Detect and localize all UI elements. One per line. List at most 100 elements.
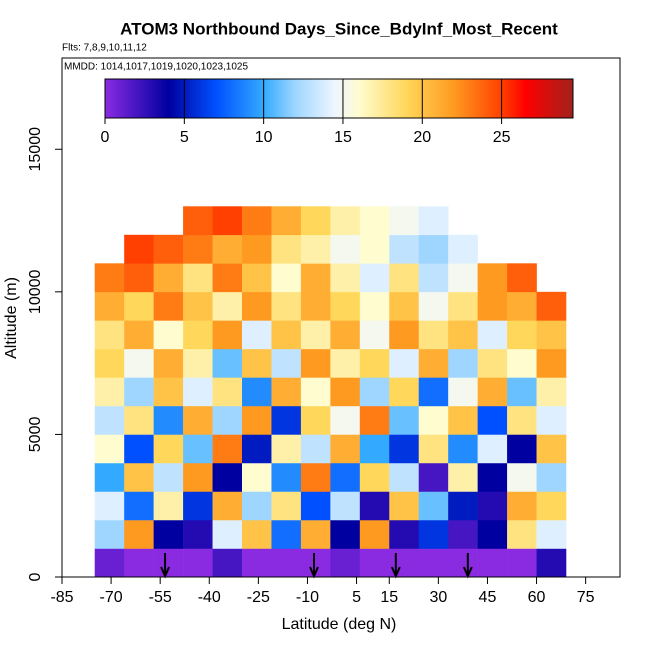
heat-cell — [448, 291, 478, 321]
x-tick-label: 5 — [352, 589, 361, 606]
heat-cell — [330, 519, 361, 549]
heat-cell — [330, 206, 361, 236]
heat-cell — [448, 234, 478, 264]
heat-cell — [183, 206, 213, 236]
heat-cell — [330, 291, 361, 321]
colorbar — [104, 78, 574, 119]
colorbar-tick-label: 20 — [413, 129, 431, 146]
y-tick-label: 5000 — [27, 417, 44, 453]
heat-cell — [94, 377, 125, 407]
x-tick-label: 60 — [528, 589, 546, 606]
heat-cell — [507, 320, 537, 350]
heat-cell — [212, 320, 243, 350]
heat-cell — [271, 491, 302, 521]
heat-cell — [300, 320, 331, 350]
heat-cell — [183, 491, 213, 521]
heat-cell — [507, 491, 537, 521]
heat-cell — [330, 462, 361, 492]
heat-cell — [418, 320, 449, 350]
heat-cell — [212, 434, 243, 464]
heat-cell — [271, 206, 302, 236]
y-axis-label: Altitude (m) — [3, 277, 20, 359]
heat-cell — [477, 519, 508, 549]
heat-cell — [536, 519, 567, 549]
heat-cell — [242, 320, 272, 350]
heat-cell — [183, 434, 213, 464]
heat-cell — [124, 320, 154, 350]
heat-cell — [418, 434, 449, 464]
heat-cell — [153, 405, 184, 435]
heat-cell — [507, 377, 537, 407]
heat-cell — [94, 491, 125, 521]
arrow-head — [462, 566, 473, 579]
heat-cell — [418, 377, 449, 407]
heat-cell — [359, 519, 390, 549]
heat-cell — [212, 548, 243, 578]
heat-cell — [477, 348, 508, 378]
y-tick-label: 10000 — [27, 269, 44, 314]
heat-cell — [124, 377, 154, 407]
heat-cell — [359, 348, 390, 378]
heat-cell — [389, 263, 420, 293]
heat-cell — [271, 263, 302, 293]
heat-cell — [389, 377, 420, 407]
heat-cell — [183, 377, 213, 407]
heat-cell — [242, 462, 272, 492]
heat-cell — [330, 405, 361, 435]
y-tick-label: 0 — [27, 572, 44, 581]
x-tick-label: -55 — [149, 589, 172, 606]
x-tick-label: -40 — [198, 589, 221, 606]
heat-cell — [153, 348, 184, 378]
heat-cell — [536, 405, 567, 435]
heat-cell — [212, 491, 243, 521]
heat-cell — [477, 434, 508, 464]
x-axis-label: Latitude (deg N) — [282, 616, 397, 633]
heat-cell — [418, 491, 449, 521]
heat-cell — [389, 519, 420, 549]
heat-cell — [271, 519, 302, 549]
heat-cell — [536, 548, 567, 578]
heat-cell — [124, 519, 154, 549]
heat-cell — [448, 548, 478, 578]
heat-cell — [300, 291, 331, 321]
x-tick-label: 30 — [429, 589, 447, 606]
heat-cell — [418, 548, 449, 578]
heat-cell — [418, 206, 449, 236]
heat-cell — [418, 519, 449, 549]
heat-cell — [94, 291, 125, 321]
heat-cell — [507, 405, 537, 435]
heat-cell — [242, 434, 272, 464]
heat-cell — [507, 548, 537, 578]
heat-cell — [271, 434, 302, 464]
heat-cell — [448, 519, 478, 549]
heat-cell — [242, 263, 272, 293]
heat-cell — [536, 320, 567, 350]
heat-cell — [124, 234, 154, 264]
heat-cell — [183, 462, 213, 492]
heat-cell — [300, 206, 331, 236]
heat-cell — [359, 377, 390, 407]
x-tick-label: -70 — [100, 589, 123, 606]
heat-cell — [448, 377, 478, 407]
arrow-head — [390, 566, 401, 579]
colorbar-tick-label: 10 — [255, 129, 273, 146]
heat-cell — [389, 405, 420, 435]
heat-cell — [359, 548, 390, 578]
heat-cell — [507, 519, 537, 549]
heat-cell — [300, 519, 331, 549]
heat-cell — [124, 462, 154, 492]
heat-cell — [124, 348, 154, 378]
heat-cell — [418, 348, 449, 378]
heat-cell — [507, 434, 537, 464]
heat-cell — [300, 377, 331, 407]
heat-cell — [448, 263, 478, 293]
heat-cell — [359, 462, 390, 492]
x-tick-label: 45 — [479, 589, 497, 606]
heat-cell — [507, 348, 537, 378]
heat-cell — [389, 434, 420, 464]
heat-cell — [212, 348, 243, 378]
heat-cell — [124, 291, 154, 321]
subtitle: Flts: 7,8,9,10,11,12 — [62, 43, 147, 54]
heat-cell — [271, 320, 302, 350]
heat-cell — [124, 263, 154, 293]
